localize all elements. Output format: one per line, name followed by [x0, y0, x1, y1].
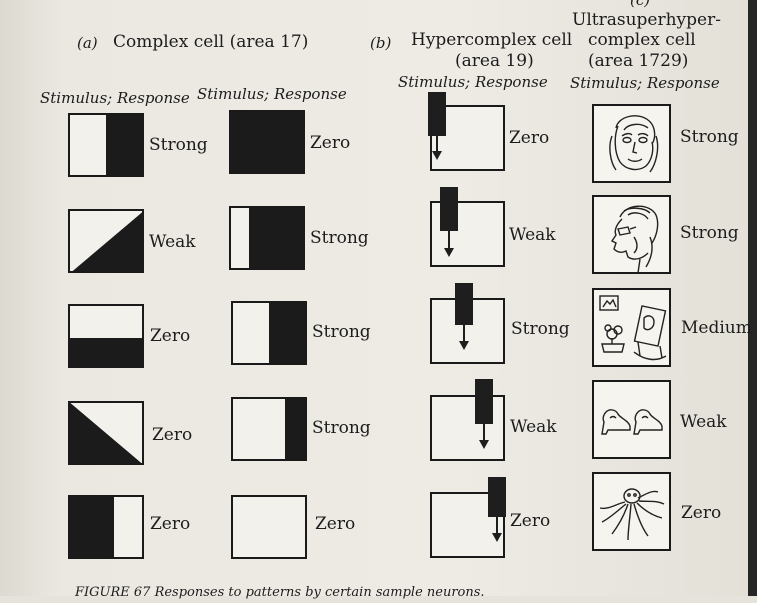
- response-c-1: Strong: [680, 127, 739, 147]
- stimulus-b-3-arrow: [463, 325, 465, 342]
- panel-c-title-line1: Ultrasuperhyper-: [572, 10, 721, 30]
- panel-a-col1-header: Stimulus; Response: [40, 89, 190, 107]
- stimulus-a1-3: [68, 304, 144, 368]
- stimulus-b-1-arrowhead: [432, 151, 442, 160]
- response-b-5: Zero: [510, 511, 551, 531]
- panel-a-col2-header: Stimulus; Response: [197, 85, 347, 103]
- stimulus-b-2-bar: [440, 187, 458, 231]
- stimulus-b-3-bar: [455, 283, 473, 325]
- panel-a-label: (a): [77, 34, 98, 52]
- response-c-2: Strong: [680, 223, 739, 243]
- panel-b-title-line1: Hypercomplex cell: [411, 30, 573, 50]
- response-b-1: Zero: [509, 128, 550, 148]
- panel-c-col-header: Stimulus; Response: [570, 74, 720, 92]
- stimulus-a2-2: [229, 206, 305, 270]
- response-a1-1: Strong: [149, 135, 208, 155]
- response-c-5: Zero: [681, 503, 722, 523]
- panel-b-label: (b): [370, 34, 392, 52]
- stimulus-b-5-arrow: [496, 517, 498, 534]
- response-a2-5: Zero: [315, 514, 356, 534]
- stimulus-a1-4: [68, 401, 144, 465]
- panel-a-title: Complex cell (area 17): [113, 32, 309, 52]
- response-a2-4: Strong: [312, 418, 371, 438]
- shoes-icon: [592, 380, 671, 459]
- grandmother-profile-icon: [592, 195, 671, 274]
- panel-c-label: (c): [630, 0, 651, 9]
- stimulus-b-2-arrow: [448, 231, 450, 249]
- panel-c-title-line3: (area 1729): [588, 51, 689, 71]
- stimulus-b-2-arrowhead: [444, 248, 454, 257]
- page-edge: [748, 0, 757, 596]
- stimulus-a2-1: [229, 110, 305, 174]
- response-a2-1: Zero: [310, 133, 351, 153]
- stimulus-b-5-arrowhead: [492, 533, 502, 542]
- stimulus-a2-4: [231, 397, 307, 461]
- panel-b-title-line2: (area 19): [455, 51, 534, 71]
- stimulus-a1-1: [68, 113, 144, 177]
- stimulus-b-4-arrow: [483, 424, 485, 441]
- grandmother-face-icon: [592, 104, 671, 183]
- response-b-2: Weak: [509, 225, 556, 245]
- stimulus-b-3-arrowhead: [459, 341, 469, 350]
- stimulus-b-5-bar: [488, 477, 506, 517]
- panel-c-title-line2: complex cell: [588, 30, 696, 50]
- rocking-chair-portrait-icon: [592, 288, 671, 367]
- octopus-icon: [592, 472, 671, 551]
- stimulus-a1-5: [68, 495, 144, 559]
- stimulus-a2-3: [231, 301, 307, 365]
- response-a2-3: Strong: [312, 322, 371, 342]
- panel-b-col-header: Stimulus; Response: [398, 73, 548, 91]
- stimulus-b-4-arrowhead: [479, 440, 489, 449]
- stimulus-a2-5: [231, 495, 307, 559]
- response-b-3: Strong: [511, 319, 570, 339]
- figure-caption: FIGURE 67 Responses to patterns by certa…: [75, 585, 485, 600]
- response-a1-3: Zero: [150, 326, 191, 346]
- response-b-4: Weak: [510, 417, 557, 437]
- stimulus-b-4: [430, 395, 505, 461]
- stimulus-a1-2: [68, 209, 144, 273]
- stimulus-b-1-bar: [428, 92, 446, 136]
- response-a1-4: Zero: [152, 425, 193, 445]
- response-c-3: Medium: [681, 318, 752, 338]
- stimulus-b-1-arrow: [436, 136, 438, 153]
- response-c-4: Weak: [680, 412, 727, 432]
- response-a1-5: Zero: [150, 514, 191, 534]
- response-a2-2: Strong: [310, 228, 369, 248]
- stimulus-b-4-bar: [475, 379, 493, 424]
- response-a1-2: Weak: [149, 232, 196, 252]
